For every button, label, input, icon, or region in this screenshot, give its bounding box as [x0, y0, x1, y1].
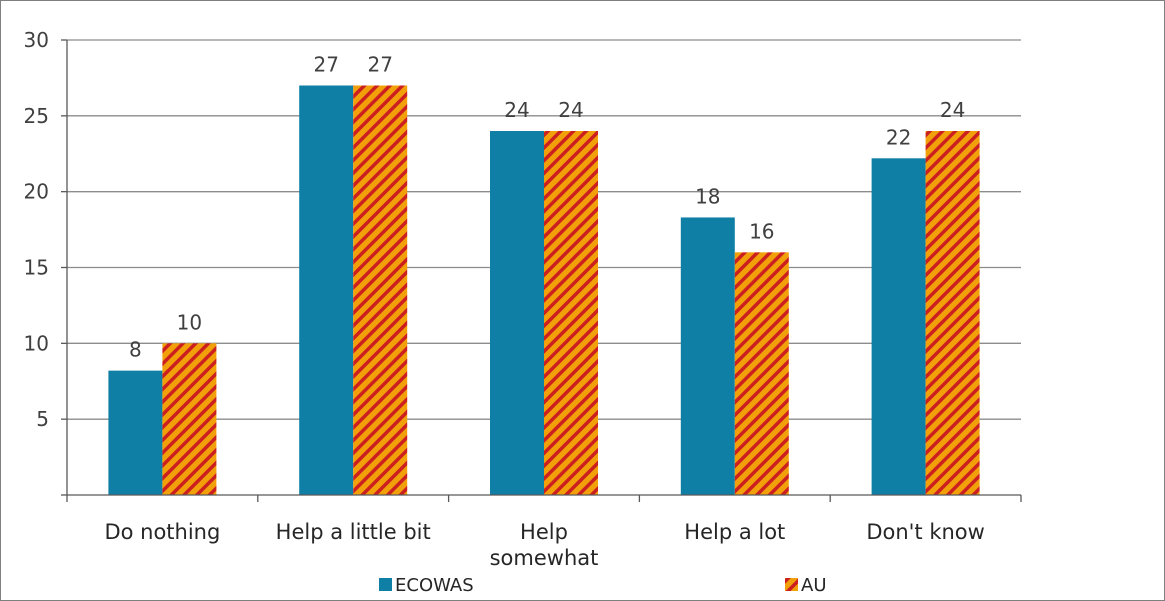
- bar-ecowas-1: [299, 85, 354, 495]
- bar-ecowas-3: [680, 217, 735, 495]
- category-label: Help: [520, 520, 568, 544]
- bars: [108, 85, 980, 496]
- data-label-ecowas: 8: [129, 338, 142, 362]
- category-label: Help a lot: [684, 520, 785, 544]
- legend-swatch-au: [785, 578, 798, 591]
- labels: 5 10 15 20 25 30 8 10 Do nothing 27 27 Help a littl…: [24, 28, 985, 570]
- data-label-ecowas: 18: [695, 184, 720, 208]
- y-tick-label: 30: [24, 28, 49, 52]
- legend: ECOWAS AU: [379, 575, 827, 596]
- data-label-au: 10: [177, 310, 202, 334]
- y-tick-label: 5: [36, 407, 49, 431]
- data-label-au: 24: [940, 98, 965, 122]
- bar-au-2: [544, 131, 598, 495]
- y-tick-label: 10: [24, 331, 49, 355]
- data-label-au: 24: [558, 98, 583, 122]
- bar-au-3: [734, 252, 789, 495]
- data-label-au: 16: [749, 219, 774, 243]
- category-label: somewhat: [490, 546, 599, 570]
- bar-ecowas-2: [490, 131, 544, 495]
- legend-label-ecowas: ECOWAS: [395, 575, 474, 596]
- data-label-au: 27: [367, 53, 392, 77]
- y-tick-label: 20: [24, 180, 49, 204]
- y-tick-label: 15: [24, 256, 49, 280]
- bar-ecowas-0: [108, 370, 163, 495]
- bar-au-1: [353, 85, 408, 495]
- data-label-ecowas: 22: [886, 125, 911, 149]
- bar-au-4: [925, 131, 980, 495]
- category-label: Do nothing: [104, 520, 220, 544]
- bar-au-0: [162, 343, 217, 495]
- data-label-ecowas: 27: [313, 53, 338, 77]
- category-label: Don't know: [866, 520, 985, 544]
- data-label-ecowas: 24: [504, 98, 529, 122]
- bar-ecowas-4: [871, 158, 926, 496]
- legend-swatch-ecowas: [379, 578, 392, 591]
- legend-label-au: AU: [801, 575, 827, 596]
- y-tick-label: 25: [24, 104, 49, 128]
- category-label: Help a little bit: [276, 520, 431, 544]
- axes: [61, 39, 1022, 502]
